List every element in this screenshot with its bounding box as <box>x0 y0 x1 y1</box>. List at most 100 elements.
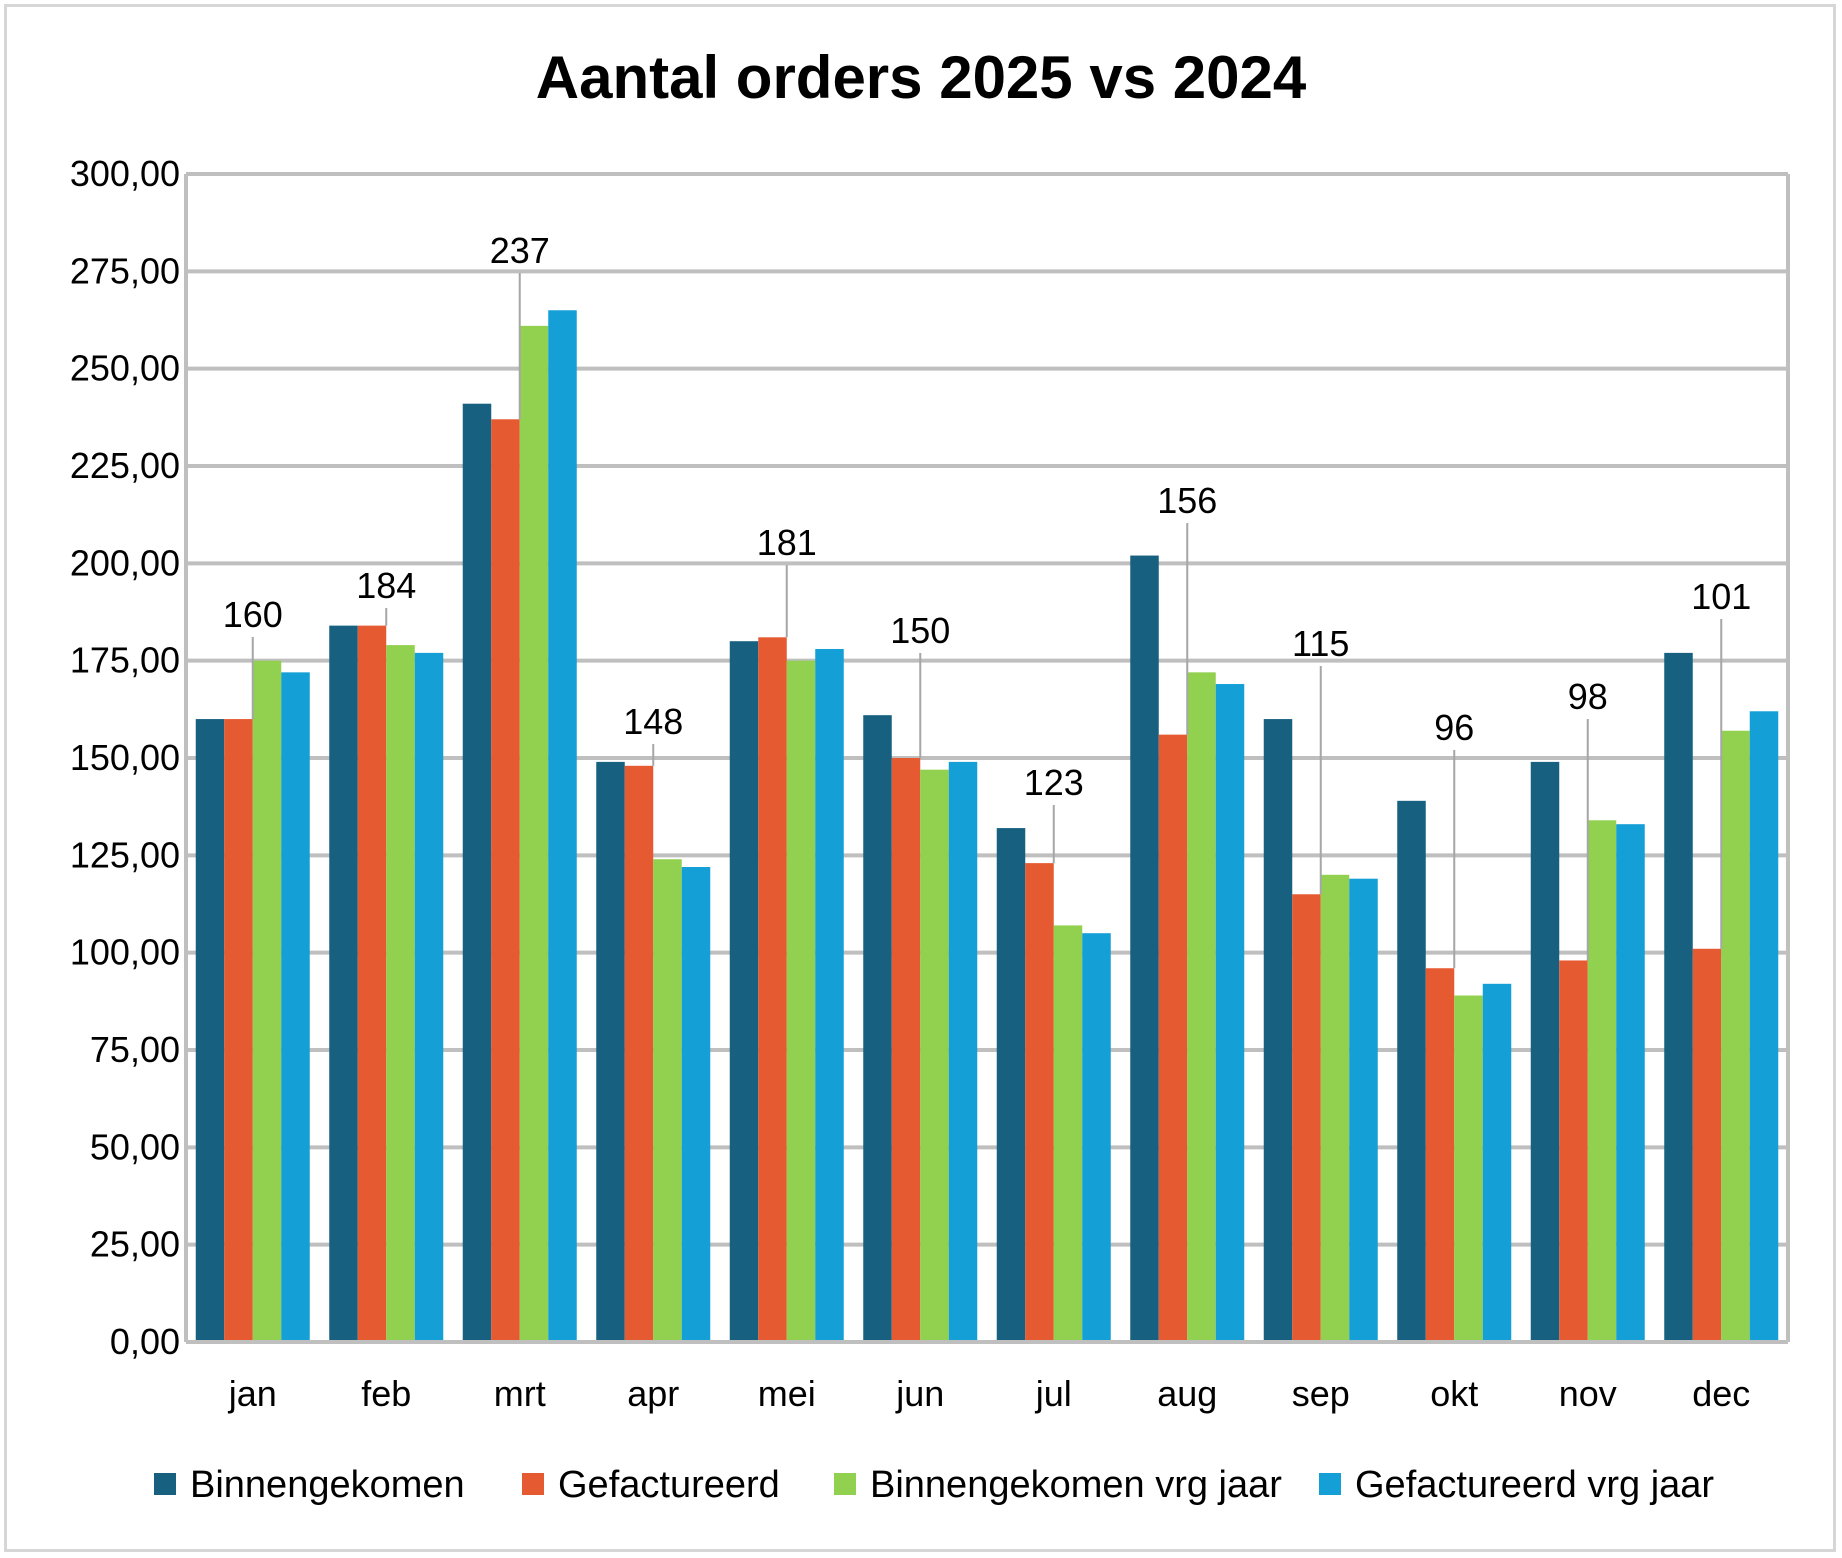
y-tick-label: 25,00 <box>90 1224 180 1265</box>
legend-label: Binnengekomen vrg jaar <box>870 1464 1282 1506</box>
bar-dec-4 <box>1749 711 1779 1342</box>
data-label-jun: 150 <box>890 610 950 651</box>
legend-label: Gefactureerd vrg jaar <box>1355 1464 1714 1506</box>
bar-nov-4 <box>1616 824 1645 1342</box>
bar-mei-4 <box>815 648 844 1342</box>
y-tick-label: 225,00 <box>70 445 180 486</box>
bars <box>195 310 1779 1343</box>
y-tick-label: 75,00 <box>90 1029 180 1070</box>
bar-nov-2 <box>1559 960 1588 1342</box>
y-tick-label: 250,00 <box>70 348 180 389</box>
chart-title: Aantal orders 2025 vs 2024 <box>536 44 1307 111</box>
legend: Binnengekomen Gefactureerd Binnengekomen v… <box>154 1464 1714 1506</box>
bar-nov-1 <box>1530 761 1560 1342</box>
bar-dec-2 <box>1692 948 1722 1342</box>
bar-jun-1 <box>863 715 892 1342</box>
bar-aug-1 <box>1130 555 1159 1342</box>
x-tick-label: okt <box>1430 1373 1478 1414</box>
bar-jun-2 <box>891 758 921 1342</box>
x-tick-label: jan <box>228 1373 277 1414</box>
bar-aug-3 <box>1187 672 1216 1342</box>
y-tick-label: 125,00 <box>70 834 180 875</box>
bar-jan-1 <box>195 719 225 1342</box>
bar-mei-2 <box>758 637 787 1342</box>
x-tick-label: mrt <box>494 1373 546 1414</box>
bar-okt-1 <box>1397 800 1426 1342</box>
x-tick-label: jun <box>895 1373 944 1414</box>
x-tick-label: dec <box>1692 1373 1750 1414</box>
bar-apr-2 <box>624 765 654 1342</box>
bar-dec-3 <box>1721 730 1750 1342</box>
data-label-apr: 148 <box>623 701 683 742</box>
data-label-mrt: 237 <box>490 230 550 271</box>
bar-aug-4 <box>1215 684 1245 1342</box>
legend-swatch-2 <box>522 1473 544 1495</box>
data-label-mei: 181 <box>757 522 817 563</box>
bar-jul-2 <box>1025 863 1054 1342</box>
bar-sep-3 <box>1320 874 1350 1342</box>
x-tick-label: apr <box>627 1373 679 1414</box>
bar-mrt-2 <box>491 419 520 1342</box>
legend-label: Gefactureerd <box>558 1464 780 1506</box>
bar-feb-1 <box>329 625 358 1342</box>
legend-swatch-3 <box>834 1473 856 1495</box>
bar-jun-3 <box>920 769 949 1342</box>
bar-feb-3 <box>386 645 415 1342</box>
bar-jan-3 <box>252 660 282 1342</box>
bar-jul-3 <box>1053 925 1083 1342</box>
legend-swatch-4 <box>1319 1473 1341 1495</box>
data-label-sep: 115 <box>1292 623 1349 664</box>
bar-feb-4 <box>414 652 444 1342</box>
bar-sep-2 <box>1292 894 1321 1342</box>
bar-jul-4 <box>1082 933 1111 1342</box>
bar-sep-1 <box>1263 719 1293 1342</box>
legend-swatch-1 <box>154 1473 176 1495</box>
data-label-jan: 160 <box>223 594 283 635</box>
x-tick-label: sep <box>1292 1373 1350 1414</box>
bar-okt-3 <box>1454 995 1483 1342</box>
y-tick-label: 200,00 <box>70 542 180 583</box>
bar-feb-2 <box>357 625 387 1342</box>
y-tick-label: 50,00 <box>90 1126 180 1167</box>
y-tick-label: 0,00 <box>110 1321 180 1362</box>
bar-mei-3 <box>786 660 816 1342</box>
bar-jun-4 <box>948 761 978 1342</box>
bar-jan-2 <box>224 719 253 1342</box>
data-label-okt: 96 <box>1434 707 1474 748</box>
data-label-aug: 156 <box>1157 480 1217 521</box>
data-label-jul: 123 <box>1024 762 1084 803</box>
bar-apr-4 <box>681 867 711 1342</box>
bar-jan-4 <box>281 672 310 1342</box>
data-labels: 160 184 237 148 181 150 123 156 115 96 98 101 <box>223 230 1752 803</box>
bar-mrt-4 <box>548 310 577 1343</box>
x-tick-label: mei <box>758 1373 816 1414</box>
y-tick-label: 300,00 <box>70 153 180 194</box>
bar-okt-4 <box>1482 983 1512 1342</box>
bar-aug-2 <box>1158 734 1188 1342</box>
y-tick-label: 150,00 <box>70 737 180 778</box>
x-tick-label: feb <box>361 1373 411 1414</box>
y-tick-label: 275,00 <box>70 250 180 291</box>
y-axis: 0,00 25,00 50,00 75,00 100,00 125,00 150,00 175… <box>70 153 180 1362</box>
bar-apr-3 <box>653 859 682 1342</box>
bar-jul-1 <box>996 828 1026 1342</box>
data-label-feb: 184 <box>356 565 416 606</box>
leader-lines <box>251 273 1723 969</box>
y-tick-label: 175,00 <box>70 640 180 681</box>
x-tick-label: jul <box>1035 1373 1072 1414</box>
bar-apr-1 <box>596 761 625 1342</box>
x-axis: jan feb mrt apr mei jun jul aug sep okt nov dec <box>186 1340 1788 1414</box>
bar-nov-3 <box>1587 820 1617 1342</box>
bar-mei-1 <box>729 641 759 1342</box>
legend-label: Binnengekomen <box>190 1464 465 1506</box>
bar-okt-2 <box>1425 968 1455 1342</box>
data-label-dec: 101 <box>1691 576 1751 617</box>
y-tick-label: 100,00 <box>70 932 180 973</box>
bar-mrt-3 <box>519 325 549 1343</box>
x-tick-label: aug <box>1157 1373 1217 1414</box>
x-tick-label: nov <box>1559 1373 1617 1414</box>
bar-sep-4 <box>1349 878 1378 1342</box>
bar-mrt-1 <box>462 403 492 1342</box>
data-label-nov: 98 <box>1568 676 1608 717</box>
